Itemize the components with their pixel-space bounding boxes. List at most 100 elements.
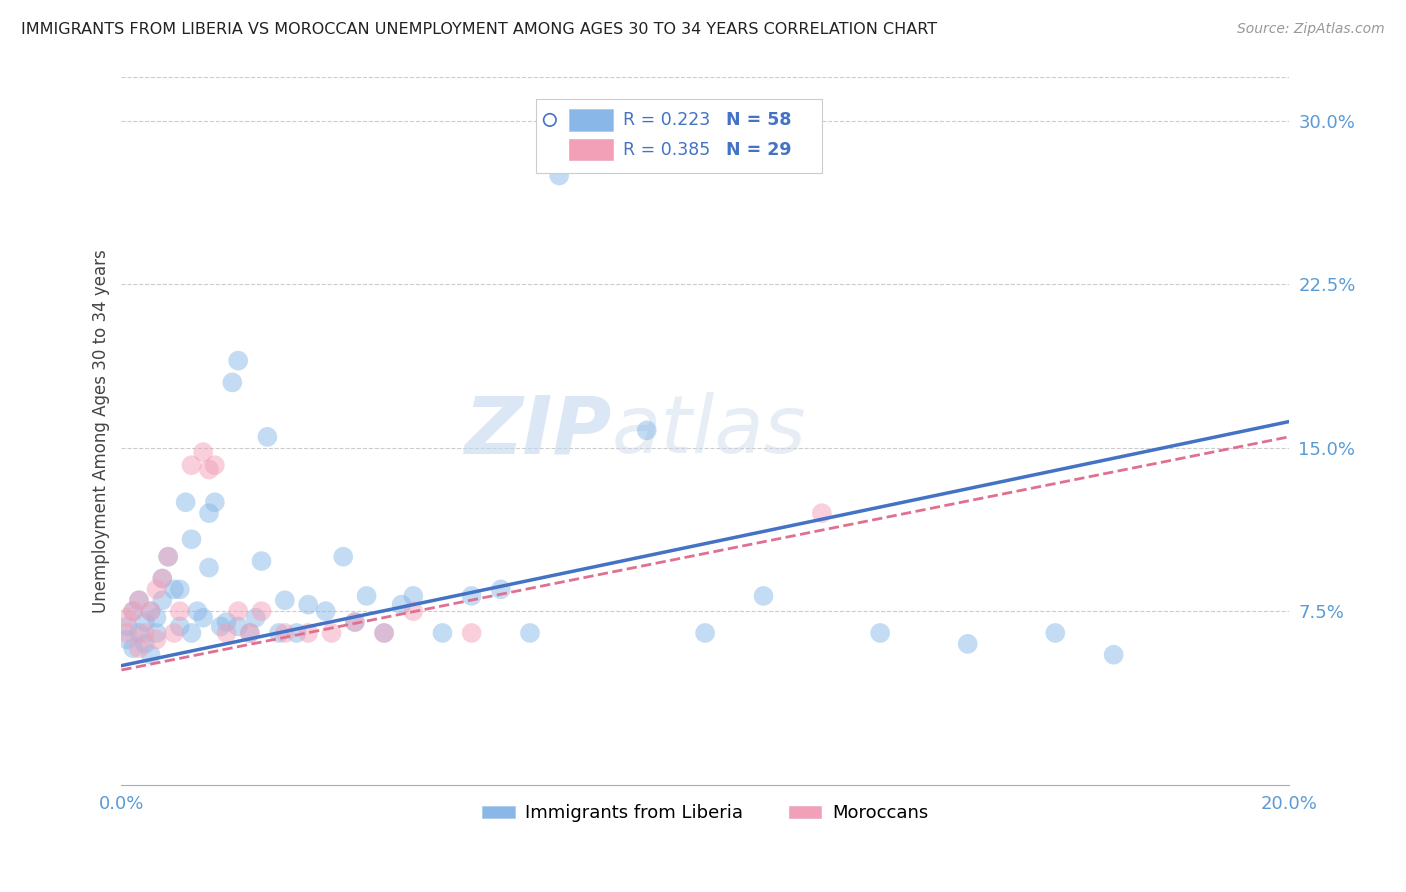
Point [519,626,541,640]
Point [117,619,139,633]
Point [145,632,167,647]
Point [150,572,173,586]
Point [198,560,221,574]
Point [274,593,297,607]
Point [402,604,425,618]
Point [122,604,145,618]
Point [373,626,395,640]
Point [1045,626,1067,640]
Point [157,549,180,564]
Point [1102,648,1125,662]
Point [145,610,167,624]
Point [117,610,139,624]
Point [256,430,278,444]
Point [174,495,197,509]
Point [134,626,156,640]
Point [636,423,658,437]
Point [198,462,221,476]
Text: atlas: atlas [612,392,807,470]
Point [221,376,243,390]
Point [122,641,145,656]
Point [128,626,150,640]
Point [432,626,454,640]
Point [139,648,162,662]
Point [752,589,775,603]
Text: IMMIGRANTS FROM LIBERIA VS MOROCCAN UNEMPLOYMENT AMONG AGES 30 TO 34 YEARS CORRE: IMMIGRANTS FROM LIBERIA VS MOROCCAN UNEM… [21,22,938,37]
Point [180,626,202,640]
Text: ZIP: ZIP [464,392,612,470]
FancyBboxPatch shape [536,99,823,173]
Point [215,615,238,629]
Point [226,619,249,633]
Point [180,533,202,547]
Text: Source: ZipAtlas.com: Source: ZipAtlas.com [1237,22,1385,37]
Bar [568,110,613,130]
Point [250,554,273,568]
Point [180,458,202,473]
Point [245,610,267,624]
Point [215,626,238,640]
Text: N = 29: N = 29 [725,141,792,159]
Point [226,604,249,618]
Point [204,458,226,473]
Point [128,593,150,607]
Point [239,626,262,640]
Point [274,626,297,640]
Point [321,626,343,640]
Point [693,626,716,640]
Point [343,615,366,629]
Text: N = 58: N = 58 [725,111,792,129]
Point [139,604,162,618]
Point [139,604,162,618]
Point [285,626,308,640]
Point [128,641,150,656]
Y-axis label: Unemployment Among Ages 30 to 34 years: Unemployment Among Ages 30 to 34 years [93,250,110,614]
Point [186,604,208,618]
Point [117,632,139,647]
Point [297,598,319,612]
Point [145,582,167,597]
Point [460,589,482,603]
Point [134,615,156,629]
Point [204,495,226,509]
Point [315,604,337,618]
Point [128,593,150,607]
Point [169,582,191,597]
Point [239,626,262,640]
Point [956,637,979,651]
Text: R = 0.223: R = 0.223 [623,111,710,129]
Point [343,615,366,629]
Point [150,593,173,607]
Point [356,589,378,603]
Legend: Immigrants from Liberia, Moroccans: Immigrants from Liberia, Moroccans [475,797,935,830]
Point [489,582,512,597]
Point [117,626,139,640]
Point [163,582,186,597]
Bar [568,139,613,161]
Point [391,598,413,612]
Point [209,619,232,633]
Point [460,626,482,640]
Point [122,604,145,618]
Text: R = 0.385: R = 0.385 [623,141,710,159]
Point [373,626,395,640]
Point [191,445,214,459]
Point [134,637,156,651]
Point [297,626,319,640]
Point [150,572,173,586]
Point [226,353,249,368]
Point [169,604,191,618]
Point [548,169,571,183]
Point [250,604,273,618]
Point [145,626,167,640]
Point [169,619,191,633]
Point [267,626,290,640]
Point [332,549,354,564]
Point [402,589,425,603]
Point [869,626,891,640]
Point [191,610,214,624]
Point [157,549,180,564]
Point [811,506,834,520]
Point [198,506,221,520]
Point [163,626,186,640]
